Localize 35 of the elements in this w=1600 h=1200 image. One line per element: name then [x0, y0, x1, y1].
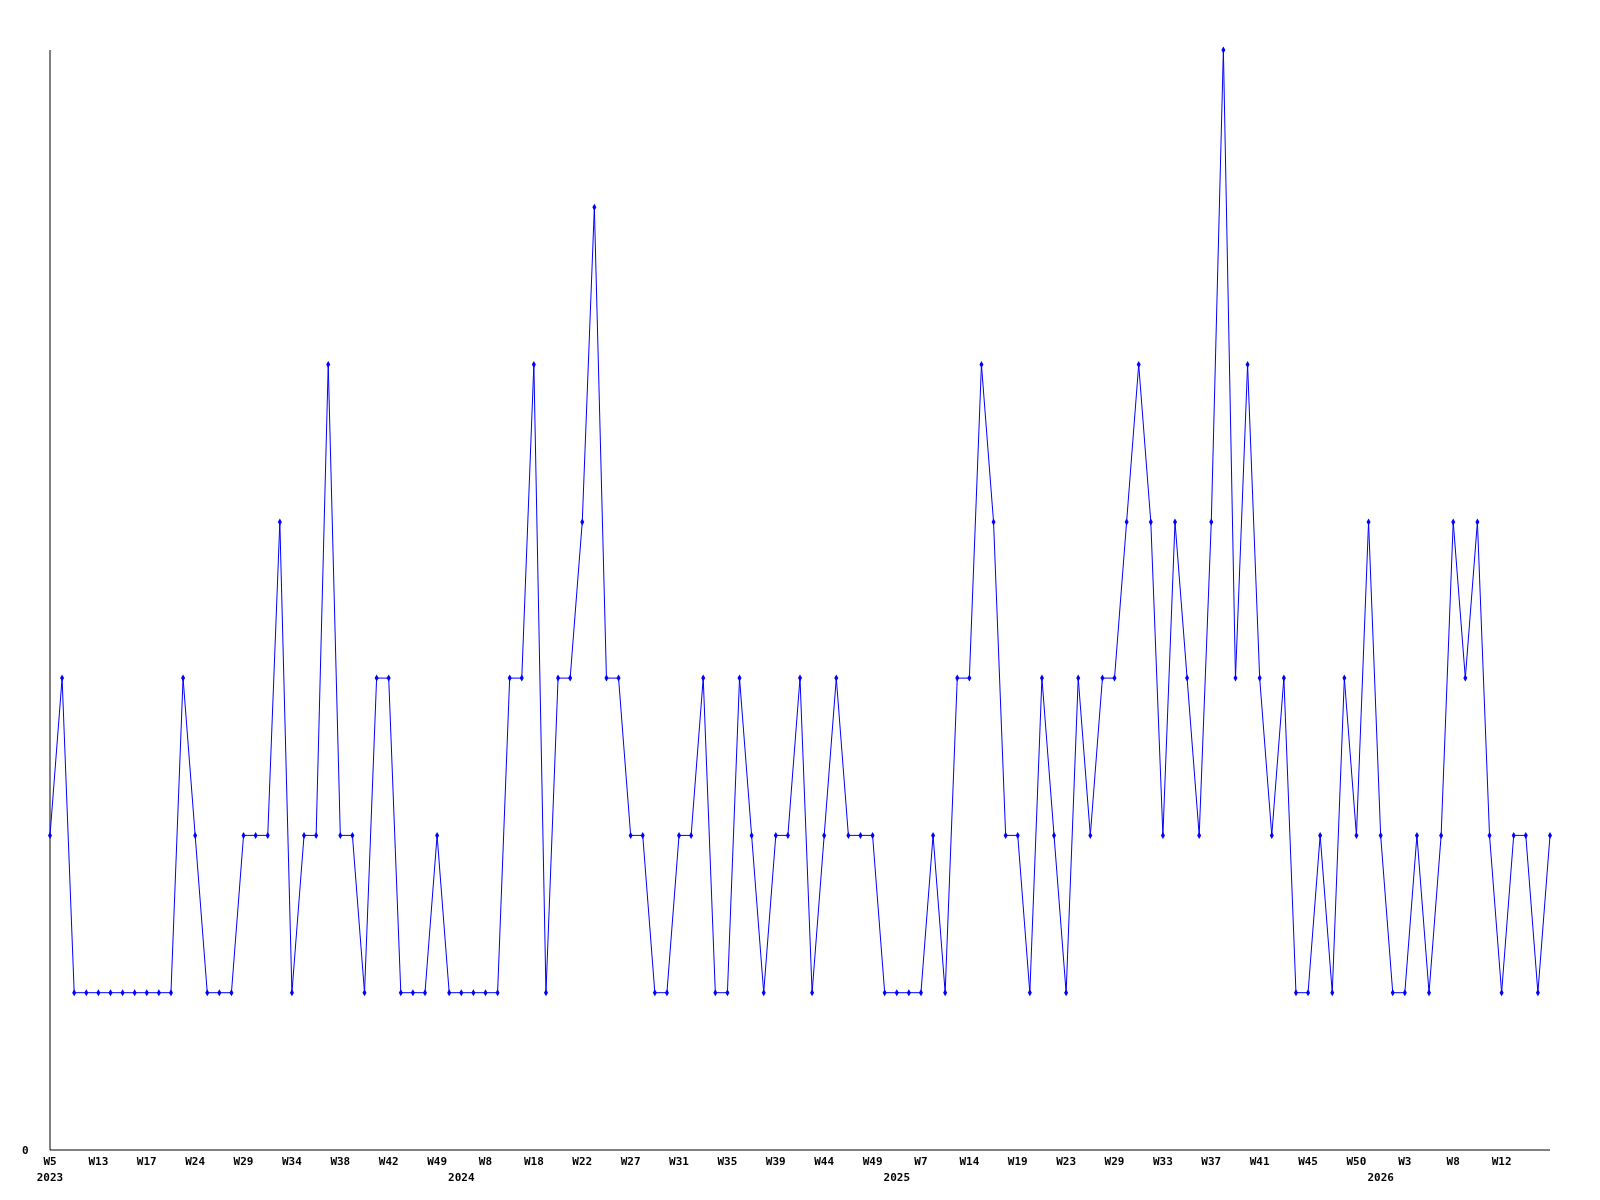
x-tick-label: W23 [1056, 1155, 1077, 1168]
x-tick-label: W5 2023 [36, 1155, 64, 1184]
x-tick-label: W49 [427, 1155, 448, 1168]
x-tick-label: W8 [478, 1155, 493, 1168]
x-tick-label: W12 [1491, 1155, 1512, 1168]
x-tick-label: W29 [1104, 1155, 1125, 1168]
x-tick-label: W19 [1007, 1155, 1028, 1168]
x-tick-label: W18 [523, 1155, 544, 1168]
x-tick-label: W29 [233, 1155, 254, 1168]
x-tick-label: W37 [1201, 1155, 1222, 1168]
x-tick-label: W14 [959, 1155, 980, 1168]
x-tick-label: W13 [88, 1155, 109, 1168]
x-tick-label: W50 [1346, 1155, 1367, 1168]
x-tick-label: W31 [669, 1155, 690, 1168]
x-tick-label: W8 [1446, 1155, 1460, 1168]
x-tick-label: 2026 [1367, 1171, 1395, 1184]
x-tick-label: W33 [1152, 1155, 1173, 1168]
x-tick-label: W45 [1298, 1155, 1318, 1168]
x-tick-label: W3 [1398, 1155, 1412, 1168]
x-tick-label: W44 [814, 1155, 835, 1168]
x-tick-label: W7 [914, 1155, 928, 1168]
x-tick-label: W34 [282, 1155, 303, 1168]
x-tick-label: W49 [862, 1155, 883, 1168]
x-tick-label: W42 [378, 1155, 399, 1168]
x-tick-label: W35 [717, 1155, 738, 1168]
x-tick-label: W22 [572, 1155, 593, 1168]
x-tick-label: W24 [185, 1155, 206, 1168]
x-tick-label: W17 [136, 1155, 157, 1168]
x-tick-label: 2025 [883, 1171, 911, 1184]
x-tick-label: W27 [620, 1155, 641, 1168]
x-tick-label: 2024 [448, 1171, 475, 1184]
x-tick-label: W41 [1249, 1155, 1270, 1168]
x-tick-label: W38 [330, 1155, 351, 1168]
text: 0 [22, 1144, 29, 1157]
x-tick-label: W39 [765, 1155, 786, 1168]
